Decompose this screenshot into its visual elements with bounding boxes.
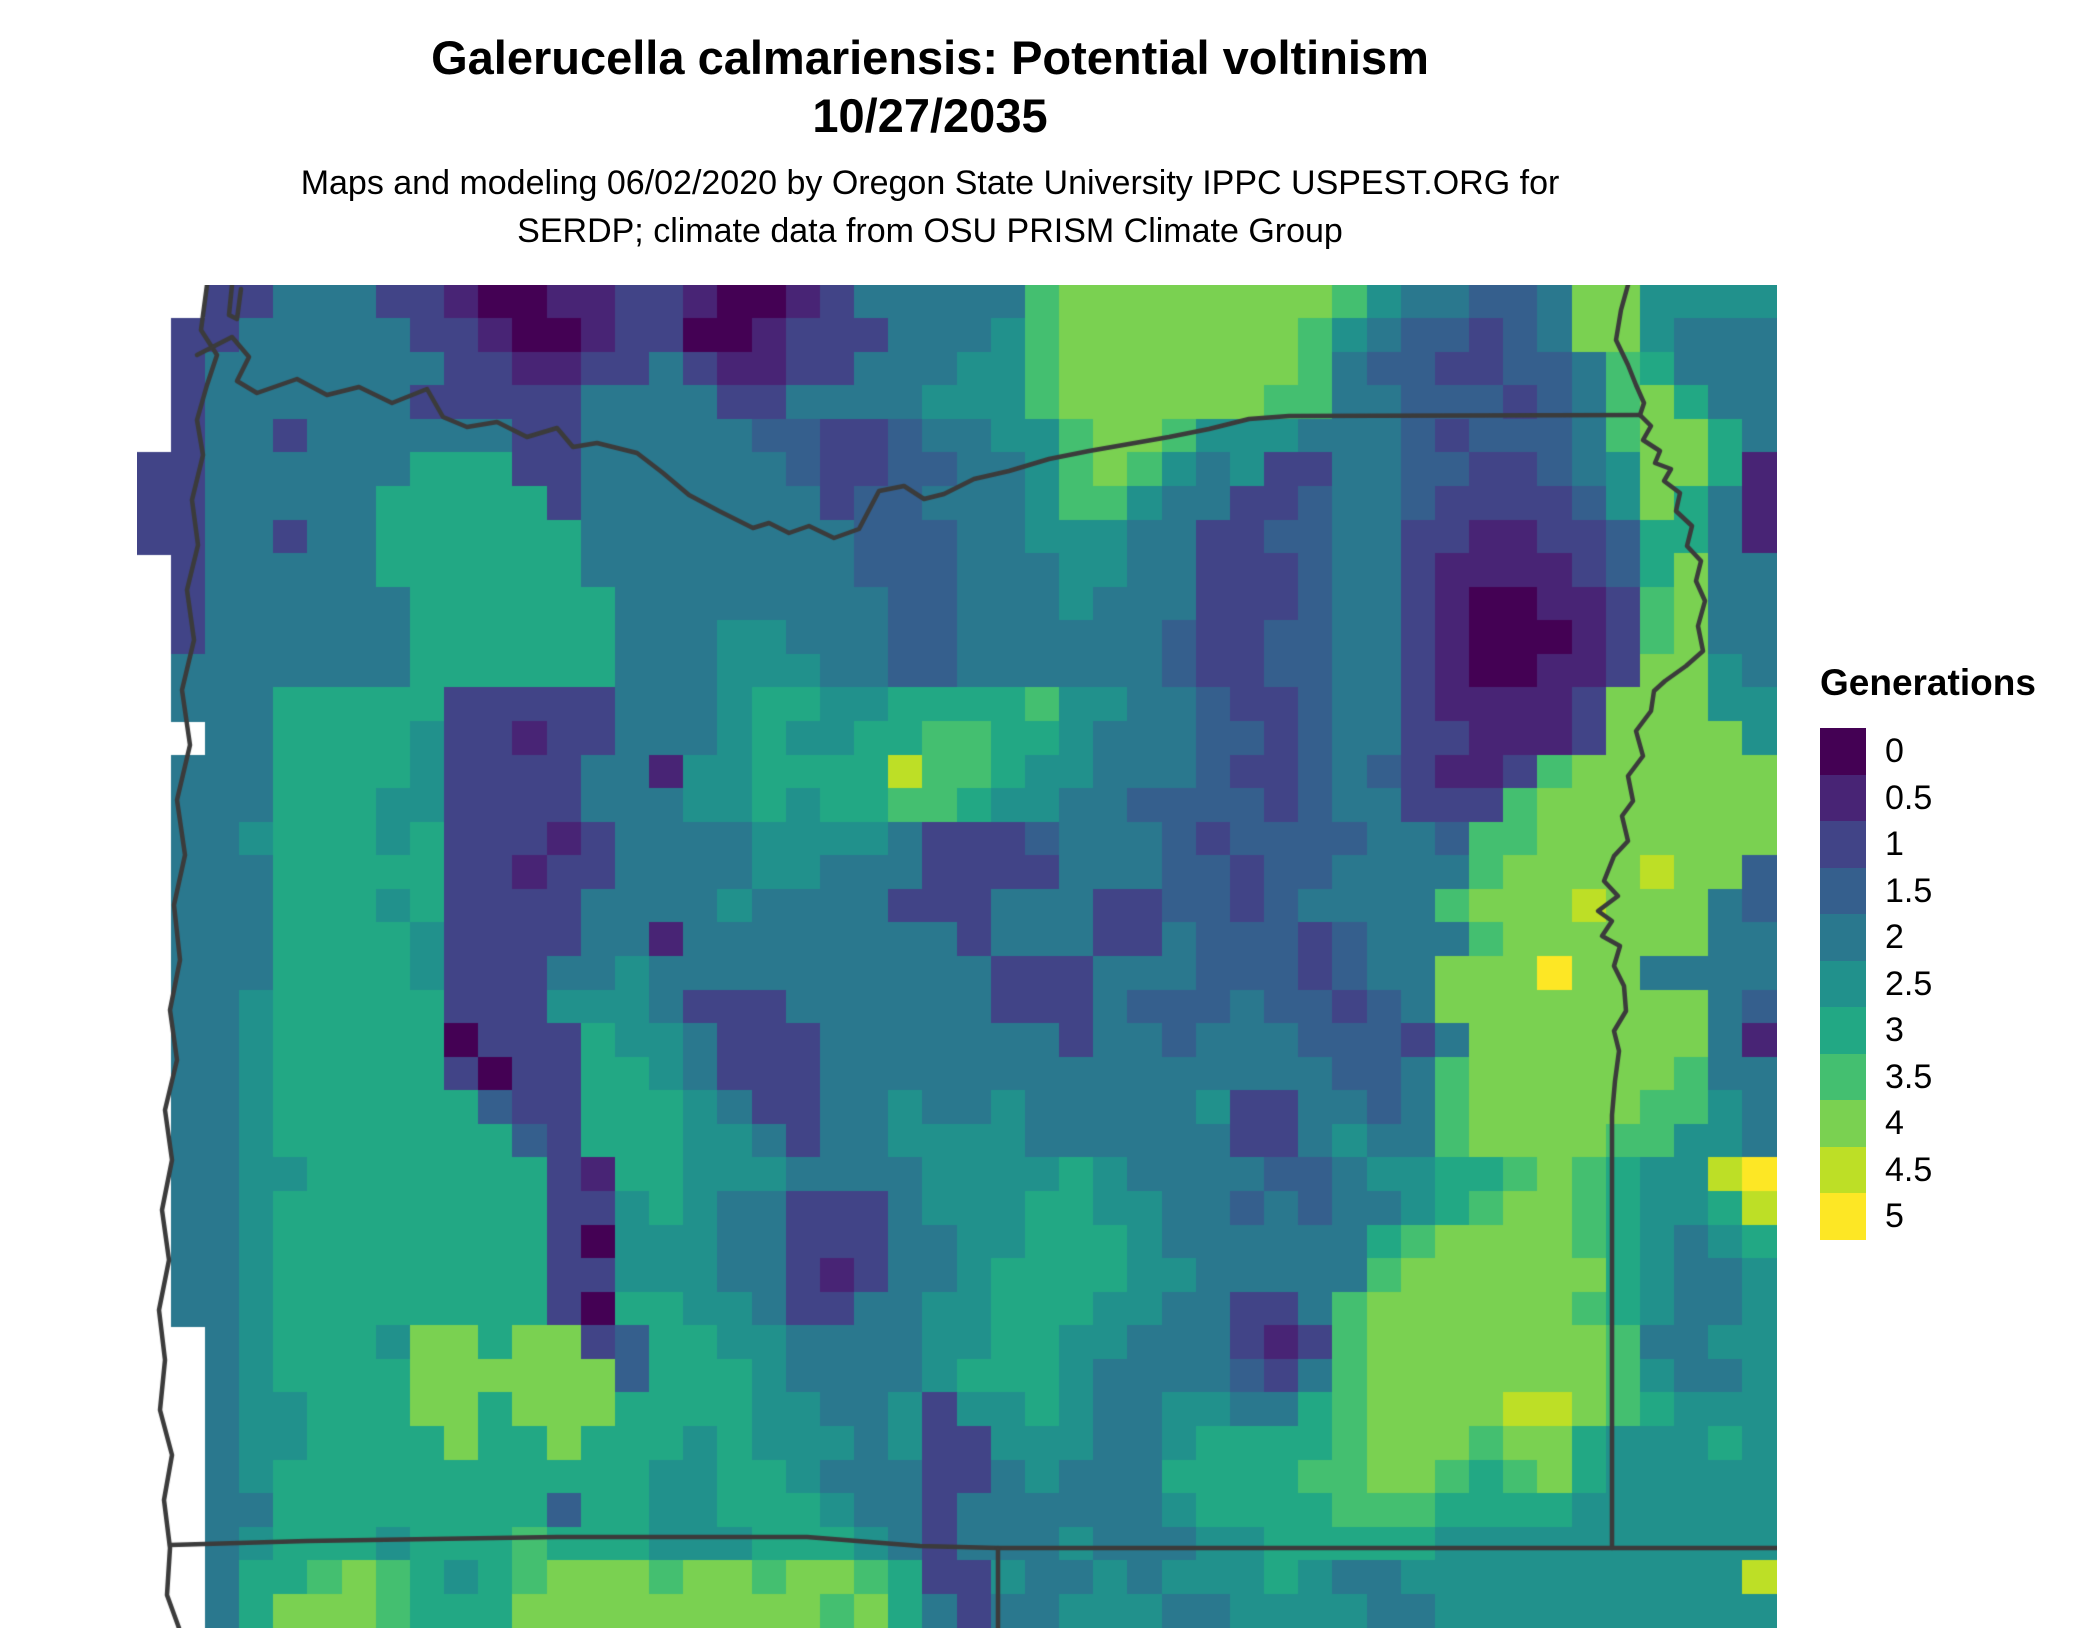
map-subtitle-line1: Maps and modeling 06/02/2020 by Oregon S… [300, 164, 1560, 202]
legend-label: 0 [1885, 732, 1904, 770]
legend-entry: 4.5 [1820, 1146, 2090, 1193]
legend-entry: 3.5 [1820, 1053, 2090, 1100]
legend-entry: 1 [1820, 821, 2090, 868]
legend-swatch [1820, 1193, 1866, 1240]
legend-label: 4 [1885, 1104, 1904, 1142]
legend-label: 2.5 [1885, 964, 1933, 1003]
legend-entry: 0.5 [1820, 774, 2090, 821]
legend-entry: 2 [1820, 914, 2090, 961]
legend-entry: 1.5 [1820, 867, 2090, 914]
legend-label: 1.5 [1885, 871, 1933, 910]
legend-entry: 5 [1820, 1193, 2090, 1240]
legend-title: Generations [1820, 662, 2036, 703]
legend-swatch [1820, 1053, 1866, 1100]
legend-label: 3.5 [1885, 1057, 1933, 1096]
map-title: Galerucella calmariensis: Potential volt… [431, 31, 1429, 84]
legend-swatch [1820, 914, 1866, 961]
legend-label: 3 [1885, 1011, 1904, 1049]
legend-swatch [1820, 960, 1866, 1007]
legend-entry: 2.5 [1820, 960, 2090, 1007]
legend-swatch [1820, 821, 1866, 868]
legend-swatch [1820, 774, 1866, 821]
legend-swatch [1820, 867, 1866, 914]
legend-entry: 3 [1820, 1007, 2090, 1054]
legend-swatch [1820, 1007, 1866, 1054]
legend-label: 2 [1885, 918, 1904, 956]
legend-label: 0.5 [1885, 778, 1933, 817]
legend-label: 1 [1885, 825, 1904, 863]
legend-entries: 0 0.5 1 1.5 2 2.5 3 3.5 4 4.5 5 [1820, 728, 2090, 1240]
legend-swatch [1820, 1146, 1866, 1193]
legend-swatch [1820, 728, 1866, 775]
legend-label: 5 [1885, 1197, 1904, 1235]
map-date: 10/27/2035 [812, 89, 1048, 142]
legend-entry: 4 [1820, 1100, 2090, 1147]
voltinism-raster-map [137, 285, 1777, 1628]
legend-entry: 0 [1820, 728, 2090, 775]
legend-label: 4.5 [1885, 1150, 1933, 1189]
legend: Generations 0 0.5 1 1.5 2 2.5 3 3.5 4 4.5 5 [1820, 662, 2090, 1240]
legend-swatch [1820, 1100, 1866, 1147]
map-subtitle-line2: SERDP; climate data from OSU PRISM Clima… [517, 212, 1343, 250]
